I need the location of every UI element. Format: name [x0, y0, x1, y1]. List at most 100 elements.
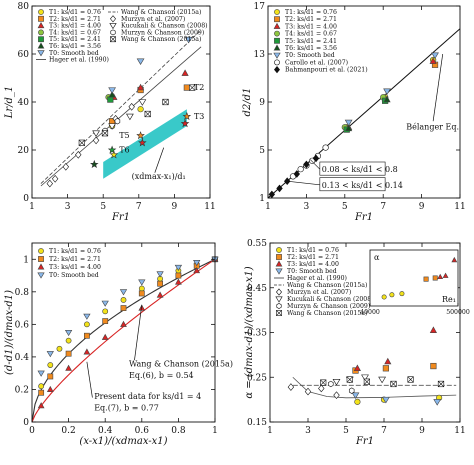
legend-label: T5: ks/d1 = 2.41 — [285, 38, 337, 45]
x-tick-label: 1 — [212, 426, 218, 436]
legend-marker — [110, 36, 116, 43]
data-point — [297, 166, 304, 173]
data-point — [108, 87, 116, 94]
range-pointer — [310, 159, 321, 170]
x-tick-label: 11 — [454, 202, 465, 212]
data-point — [65, 337, 72, 344]
data-point — [287, 383, 295, 391]
data-point — [333, 391, 340, 399]
legend-marker — [273, 22, 281, 29]
xbox-cross — [390, 380, 397, 387]
x-axis-label: (x-x1)/(xdmax-x1) — [79, 436, 167, 447]
data-point — [437, 380, 445, 388]
plot-frame — [31, 242, 216, 423]
data-point — [184, 36, 193, 44]
xbox-cross — [407, 376, 414, 383]
x-axis-label: Fr1 — [354, 212, 373, 223]
series — [345, 95, 391, 132]
legend-label: Murzyn et al. (2007) — [287, 289, 351, 296]
annotation-t3: T3 — [194, 112, 204, 121]
data-point — [138, 99, 147, 106]
legend-marker — [275, 296, 283, 303]
data-point — [293, 170, 300, 178]
series — [354, 394, 443, 405]
data-point — [108, 90, 116, 98]
data-point — [83, 313, 91, 320]
data-point — [120, 297, 127, 303]
series — [108, 90, 116, 98]
xbox-cross — [78, 139, 85, 146]
y-tick-label: 13 — [254, 50, 266, 60]
x-tick-label: 0 — [29, 426, 35, 436]
legend-marker — [274, 9, 280, 15]
data-point — [433, 399, 442, 406]
y-tick-label: 20 — [18, 146, 30, 156]
data-point — [157, 280, 163, 287]
data-point — [322, 144, 329, 151]
legend-marker — [38, 29, 44, 36]
xbox-cross — [346, 376, 353, 383]
xbox-cross — [110, 36, 116, 43]
y-tick-label: 0 — [23, 418, 29, 428]
x-axis-label: Fr1 — [355, 436, 374, 447]
legend-label: T0: Smooth bed — [287, 268, 337, 275]
legend-label: T2: ks/d1 = 2.71 — [49, 16, 101, 23]
series — [107, 145, 117, 154]
data-point — [47, 362, 54, 368]
series — [332, 374, 386, 386]
data-point — [181, 69, 189, 76]
annotation-t5: T5 — [119, 131, 129, 140]
x-tick-label: 3 — [305, 426, 311, 436]
y-tick-label: 40 — [18, 98, 30, 108]
legend-label: Murzyn & Chanson (2009) — [287, 303, 370, 310]
legend-label: T4: ks/d1 = 0.67 — [49, 29, 101, 36]
series — [110, 69, 189, 100]
data-point — [102, 318, 109, 325]
inset-point — [432, 275, 438, 281]
annotation-range-2: 0.13 < ks/d1 < 0.14 — [322, 181, 403, 190]
legend-marker — [274, 37, 280, 44]
data-point — [431, 52, 439, 60]
data-point — [138, 285, 145, 292]
inset-point — [423, 276, 429, 282]
inset-chart: 40000 500000 α Re₁ — [360, 249, 470, 316]
data-point — [64, 329, 73, 337]
y-axis-label: (d-d1)/(dmax-d1) — [4, 290, 15, 375]
data-point — [84, 321, 90, 328]
data-point — [136, 58, 145, 66]
y-axis-label: Lr/d_1 — [4, 86, 15, 120]
inset-tick-label: 500000 — [446, 309, 470, 316]
data-point — [353, 364, 361, 371]
x-tick-label: 0.2 — [61, 426, 75, 436]
annotation-band: (xdmax-x₁)/d₁ — [132, 172, 186, 181]
y-tick-label: 0.35 — [247, 329, 267, 339]
annotation-pointer — [154, 147, 165, 173]
data-point — [183, 84, 190, 91]
inset-point — [381, 294, 387, 300]
series — [353, 326, 437, 371]
x-tick-label: 5 — [342, 202, 348, 212]
legend-marker — [275, 268, 283, 275]
x-tick-label: 7 — [136, 202, 142, 212]
data-point — [62, 162, 70, 171]
legend-marker — [110, 29, 116, 36]
x-axis-label: Fr1 — [111, 212, 130, 223]
data-point — [320, 379, 327, 386]
x-tick-label: 7 — [380, 202, 386, 212]
legend-marker — [38, 36, 44, 43]
legend-marker — [38, 256, 44, 262]
xbox-cross — [189, 84, 196, 91]
data-point — [156, 271, 164, 278]
legend-label: Carollo et al. (2007) — [285, 59, 348, 66]
annotation-wc: Wang & Chanson (2015a) — [129, 360, 233, 369]
legend-label: Wang & Chanson (2015a) — [121, 9, 201, 16]
data-point — [78, 139, 85, 146]
x-tick-label: 5 — [100, 202, 106, 212]
legend-label: T4: ks/d1 = 0.67 — [285, 31, 337, 38]
legend-label: Hager et al. (1990) — [49, 57, 109, 64]
x-tick-label: 1 — [29, 202, 35, 212]
data-point — [65, 364, 72, 371]
chart-c: 0 0.2 0.4 0.6 0.8 1 0 0.2 0.4 0.6 0.8 1 (d-d1)/(dmax… — [4, 242, 233, 447]
data-point — [83, 348, 91, 355]
